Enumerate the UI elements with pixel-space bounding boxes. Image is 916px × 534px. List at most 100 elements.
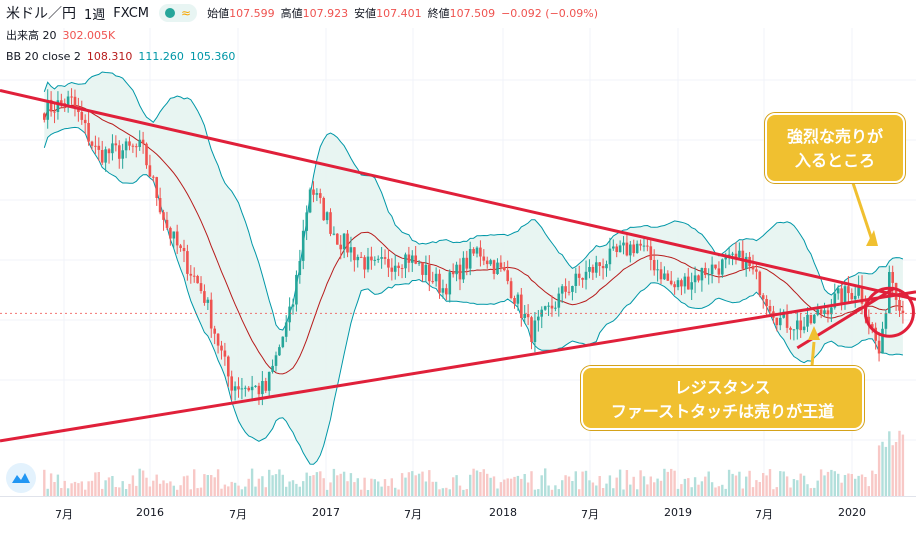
volume-bar bbox=[431, 481, 434, 496]
volume-bar bbox=[230, 481, 233, 496]
volume-bar bbox=[901, 434, 905, 496]
candle bbox=[513, 295, 516, 309]
candle bbox=[809, 314, 813, 325]
time-axis[interactable]: 7月 2016 7月 2017 7月 2018 7月 2019 7月 2020 bbox=[0, 496, 916, 531]
volume-bar bbox=[332, 468, 336, 496]
market-status-pill[interactable]: ≈ bbox=[159, 4, 198, 22]
volume-bar bbox=[264, 487, 267, 496]
candle bbox=[53, 101, 56, 124]
candle bbox=[598, 262, 601, 276]
volume-bar bbox=[196, 488, 199, 496]
volume-bar bbox=[322, 478, 325, 496]
candle bbox=[560, 284, 564, 303]
candle bbox=[247, 386, 250, 392]
volume-bar bbox=[513, 476, 516, 496]
candle bbox=[284, 315, 288, 343]
timeframe-label[interactable]: 1週 bbox=[84, 7, 106, 23]
candle bbox=[363, 255, 366, 279]
volume-bar bbox=[206, 475, 209, 496]
tradingview-logo-icon[interactable] bbox=[6, 463, 36, 493]
candle bbox=[639, 239, 642, 251]
volume-bar bbox=[588, 480, 591, 496]
volume-bar bbox=[639, 470, 642, 496]
candle bbox=[676, 277, 680, 291]
candle bbox=[90, 140, 94, 150]
volume-bar bbox=[489, 477, 492, 496]
candle bbox=[577, 265, 581, 286]
candle bbox=[635, 240, 639, 254]
candle bbox=[393, 254, 397, 280]
volume-bar bbox=[738, 471, 741, 496]
volume-bar bbox=[305, 472, 308, 496]
candle bbox=[789, 326, 792, 340]
volume-bar bbox=[673, 470, 676, 496]
candle bbox=[537, 309, 540, 332]
volume-bar bbox=[244, 486, 247, 496]
candle bbox=[669, 271, 673, 286]
candle bbox=[768, 299, 772, 313]
candle bbox=[73, 89, 77, 117]
candle bbox=[666, 270, 670, 282]
candle bbox=[840, 283, 843, 311]
volume-bar bbox=[261, 476, 264, 496]
candle bbox=[758, 270, 762, 298]
volume-bar bbox=[360, 489, 363, 496]
x-tick-label: 7月 bbox=[755, 508, 773, 521]
volume-bar bbox=[101, 488, 104, 496]
volume-bar bbox=[843, 475, 847, 496]
candle bbox=[141, 131, 145, 154]
volume-bar bbox=[523, 474, 526, 496]
volume-bar bbox=[169, 481, 172, 496]
callout-resistance-first-touch: レジスタンス ファーストタッチは売りが王道 bbox=[581, 366, 864, 430]
candle bbox=[584, 260, 588, 290]
bollinger-indicator-label[interactable]: BB 20 close 2 108.310 111.260 105.360 bbox=[6, 50, 236, 63]
x-tick-label: 2018 bbox=[489, 506, 517, 519]
candle bbox=[673, 281, 676, 295]
candle bbox=[83, 114, 87, 135]
candle bbox=[179, 243, 182, 252]
candle bbox=[445, 283, 448, 301]
candle bbox=[421, 262, 424, 282]
candle bbox=[816, 303, 819, 317]
volume-bar bbox=[411, 471, 414, 496]
candle bbox=[612, 239, 615, 251]
candle bbox=[796, 312, 799, 340]
candle bbox=[516, 292, 520, 311]
volume-bar bbox=[254, 486, 257, 496]
symbol-name[interactable]: 米ドル／円 bbox=[6, 6, 76, 22]
volume-bar bbox=[659, 480, 663, 496]
volume-bar bbox=[49, 473, 53, 496]
volume-bar bbox=[182, 476, 186, 496]
volume-bars bbox=[43, 430, 905, 496]
candle bbox=[94, 135, 97, 154]
candle bbox=[520, 288, 523, 327]
x-tick-label: 7月 bbox=[229, 508, 247, 521]
candle bbox=[492, 259, 496, 280]
volume-bar bbox=[237, 485, 240, 496]
candle bbox=[312, 181, 315, 203]
volume-bar bbox=[632, 476, 635, 496]
volume-bar bbox=[789, 487, 792, 496]
candle bbox=[625, 232, 629, 257]
candle bbox=[434, 267, 438, 287]
volume-bar bbox=[152, 480, 155, 496]
volume-indicator-label[interactable]: 出来高 20 302.005K bbox=[6, 29, 116, 42]
candle bbox=[104, 146, 107, 172]
candle bbox=[707, 268, 710, 285]
volume-bar bbox=[557, 489, 560, 496]
volume-bar bbox=[857, 475, 860, 496]
volume-bar bbox=[802, 475, 806, 496]
candle bbox=[189, 265, 193, 284]
volume-bar bbox=[155, 474, 158, 496]
candle bbox=[608, 237, 612, 271]
candle bbox=[353, 247, 356, 272]
candle bbox=[230, 370, 233, 401]
volume-bar bbox=[274, 474, 278, 496]
candle bbox=[881, 321, 884, 354]
volume-bar bbox=[520, 478, 523, 496]
candle bbox=[373, 256, 377, 266]
volume-bar bbox=[537, 489, 540, 496]
candle bbox=[526, 304, 530, 326]
volume-bar bbox=[612, 488, 615, 496]
volume-bar bbox=[656, 478, 659, 496]
